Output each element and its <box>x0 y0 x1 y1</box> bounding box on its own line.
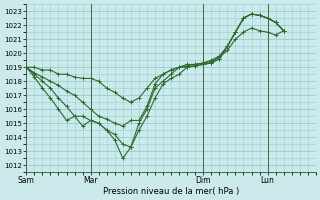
X-axis label: Pression niveau de la mer( hPa ): Pression niveau de la mer( hPa ) <box>103 187 239 196</box>
